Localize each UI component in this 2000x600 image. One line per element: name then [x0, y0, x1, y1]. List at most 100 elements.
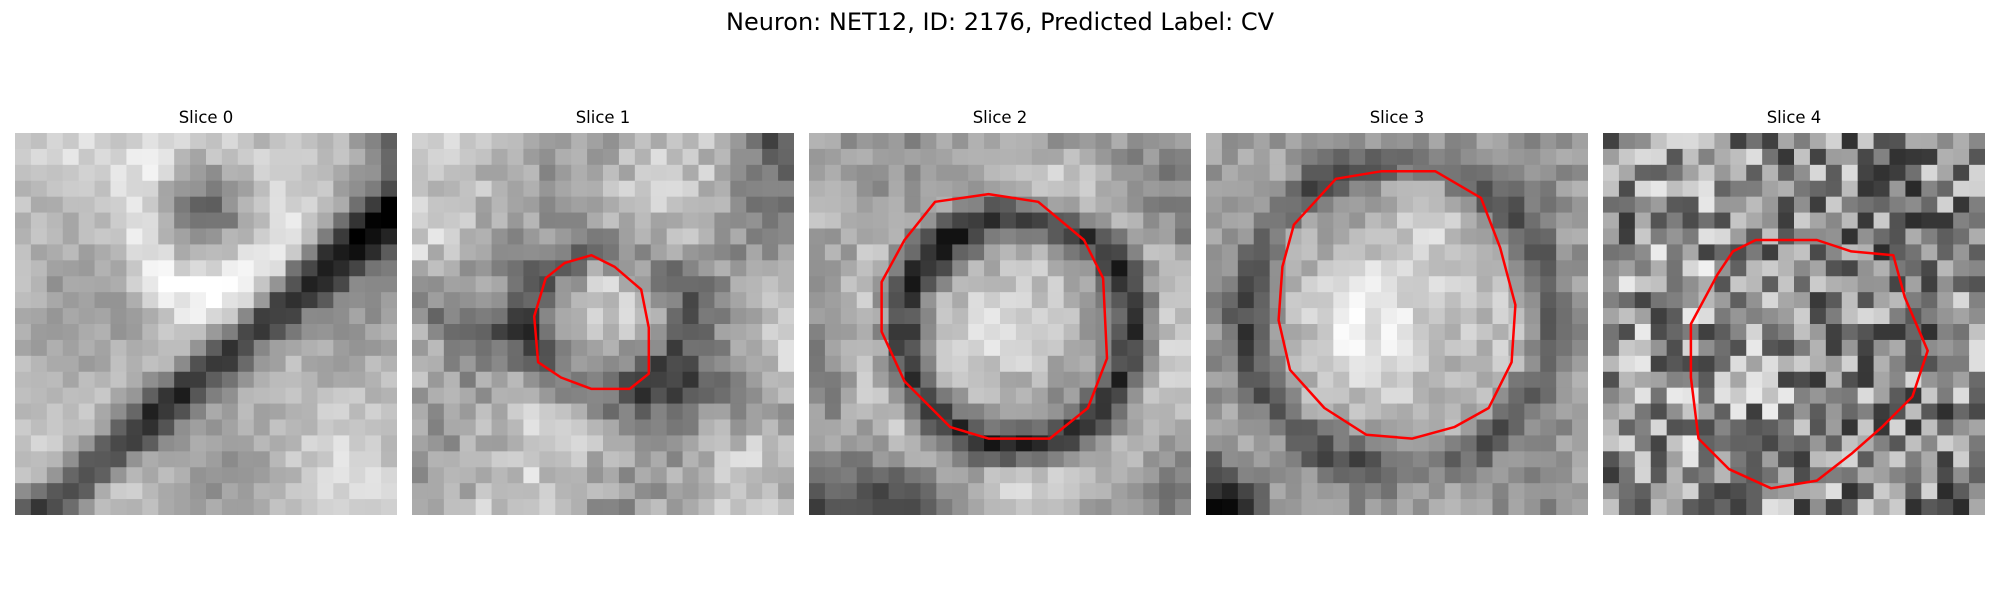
pixel: [1365, 180, 1382, 198]
pixel: [888, 308, 906, 325]
pixel: [1333, 339, 1350, 357]
pixel: [1508, 164, 1525, 182]
pixel: [1524, 244, 1541, 261]
pixel: [587, 260, 604, 277]
pixel: [1444, 339, 1462, 357]
pixel: [523, 387, 540, 405]
pixel: [809, 483, 826, 500]
pixel: [1508, 467, 1525, 484]
pixel: [666, 451, 684, 468]
pixel: [1175, 467, 1191, 484]
pixel: [1460, 228, 1478, 246]
pixel: [317, 419, 334, 437]
pixel: [1095, 212, 1113, 230]
pixel: [984, 499, 1001, 515]
pixel: [1492, 180, 1510, 198]
pixel: [1714, 483, 1731, 500]
pixel: [618, 355, 636, 373]
pixel: [15, 292, 32, 309]
pixel: [190, 292, 207, 309]
pixel: [475, 419, 493, 437]
pixel: [237, 276, 255, 293]
pixel: [412, 276, 429, 293]
pixel: [666, 196, 684, 214]
pixel: [1841, 196, 1859, 214]
pixel: [221, 228, 239, 246]
pixel: [427, 451, 445, 468]
pixel: [30, 419, 48, 437]
pixel: [952, 196, 969, 214]
pixel: [78, 276, 96, 293]
pixel: [1397, 371, 1414, 389]
pixel: [62, 435, 80, 452]
pixel: [1492, 355, 1510, 373]
pixel: [1809, 339, 1827, 357]
pixel: [984, 212, 1001, 230]
pixel: [1841, 260, 1859, 277]
pixel: [1127, 499, 1144, 515]
pixel: [78, 419, 96, 437]
pixel: [253, 483, 271, 500]
pixel: [762, 387, 779, 405]
pixel: [1666, 483, 1684, 500]
pixel: [1825, 355, 1843, 373]
pixel: [682, 483, 700, 500]
pixel: [1365, 451, 1382, 468]
pixel: [1762, 371, 1779, 389]
pixel: [78, 180, 96, 198]
pixel: [539, 164, 556, 182]
pixel: [253, 451, 271, 468]
pixel: [1365, 196, 1382, 214]
pixel: [1492, 148, 1510, 166]
pixel: [762, 324, 779, 341]
pixel: [1159, 499, 1176, 515]
pixel: [1063, 133, 1081, 150]
pixel: [1921, 196, 1938, 214]
pixel: [1460, 276, 1478, 293]
pixel: [1095, 244, 1113, 261]
pixel: [126, 339, 143, 357]
pixel: [1953, 419, 1970, 437]
pixel: [1666, 435, 1684, 452]
pixel: [1953, 387, 1970, 405]
pixel: [1714, 308, 1731, 325]
pixel: [46, 308, 64, 325]
pixel: [1794, 276, 1811, 293]
pixel: [412, 260, 429, 277]
pixel: [1825, 164, 1843, 182]
pixel: [587, 467, 604, 484]
pixel: [1111, 483, 1128, 500]
pixel: [603, 276, 620, 293]
pixel: [1540, 276, 1557, 293]
pixel: [1381, 483, 1398, 500]
pixel: [174, 339, 191, 357]
pixel: [1603, 387, 1620, 405]
pixel: [475, 371, 493, 389]
pixel: [1285, 292, 1303, 309]
pixel: [443, 276, 461, 293]
pixel: [443, 308, 461, 325]
pixel: [412, 180, 429, 198]
pixel: [1476, 324, 1494, 341]
pixel: [94, 196, 112, 214]
pixel: [301, 387, 319, 405]
pixel: [1111, 308, 1128, 325]
pixel: [1618, 467, 1636, 484]
pixel: [1047, 228, 1065, 246]
pixel: [1159, 451, 1176, 468]
pixel: [1809, 180, 1827, 198]
pixel: [269, 371, 287, 389]
pixel: [840, 499, 858, 515]
pixel: [126, 499, 143, 515]
pixel: [1556, 164, 1573, 182]
pixel: [1444, 387, 1462, 405]
pixel: [443, 324, 461, 341]
pixel: [1269, 451, 1287, 468]
pixel: [952, 467, 969, 484]
pixel: [1572, 180, 1588, 198]
pixel: [1524, 308, 1541, 325]
pixel: [1953, 499, 1970, 515]
pixel: [427, 467, 445, 484]
pixel: [1221, 435, 1239, 452]
pixel: [206, 499, 223, 515]
